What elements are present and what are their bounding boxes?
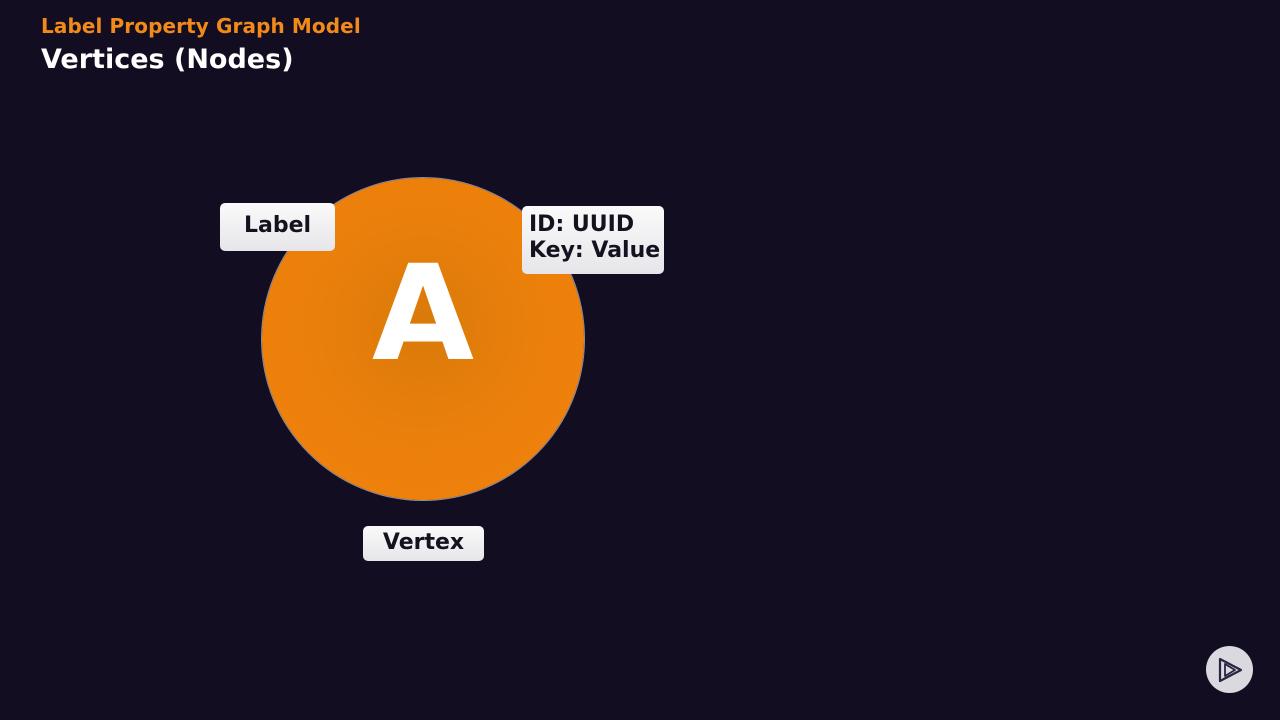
vertex-caption: Vertex (363, 526, 484, 561)
slide-title: Vertices (Nodes) (41, 44, 294, 75)
play-logo-icon (1206, 646, 1253, 693)
property-id: ID: UUID (529, 212, 635, 237)
label-tag: Label (220, 203, 335, 251)
properties-tag: ID: UUID Key: Value (522, 206, 664, 274)
slide-kicker: Label Property Graph Model (41, 14, 361, 38)
property-key-value: Key: Value (529, 238, 661, 263)
vertex-letter: A (371, 237, 475, 391)
